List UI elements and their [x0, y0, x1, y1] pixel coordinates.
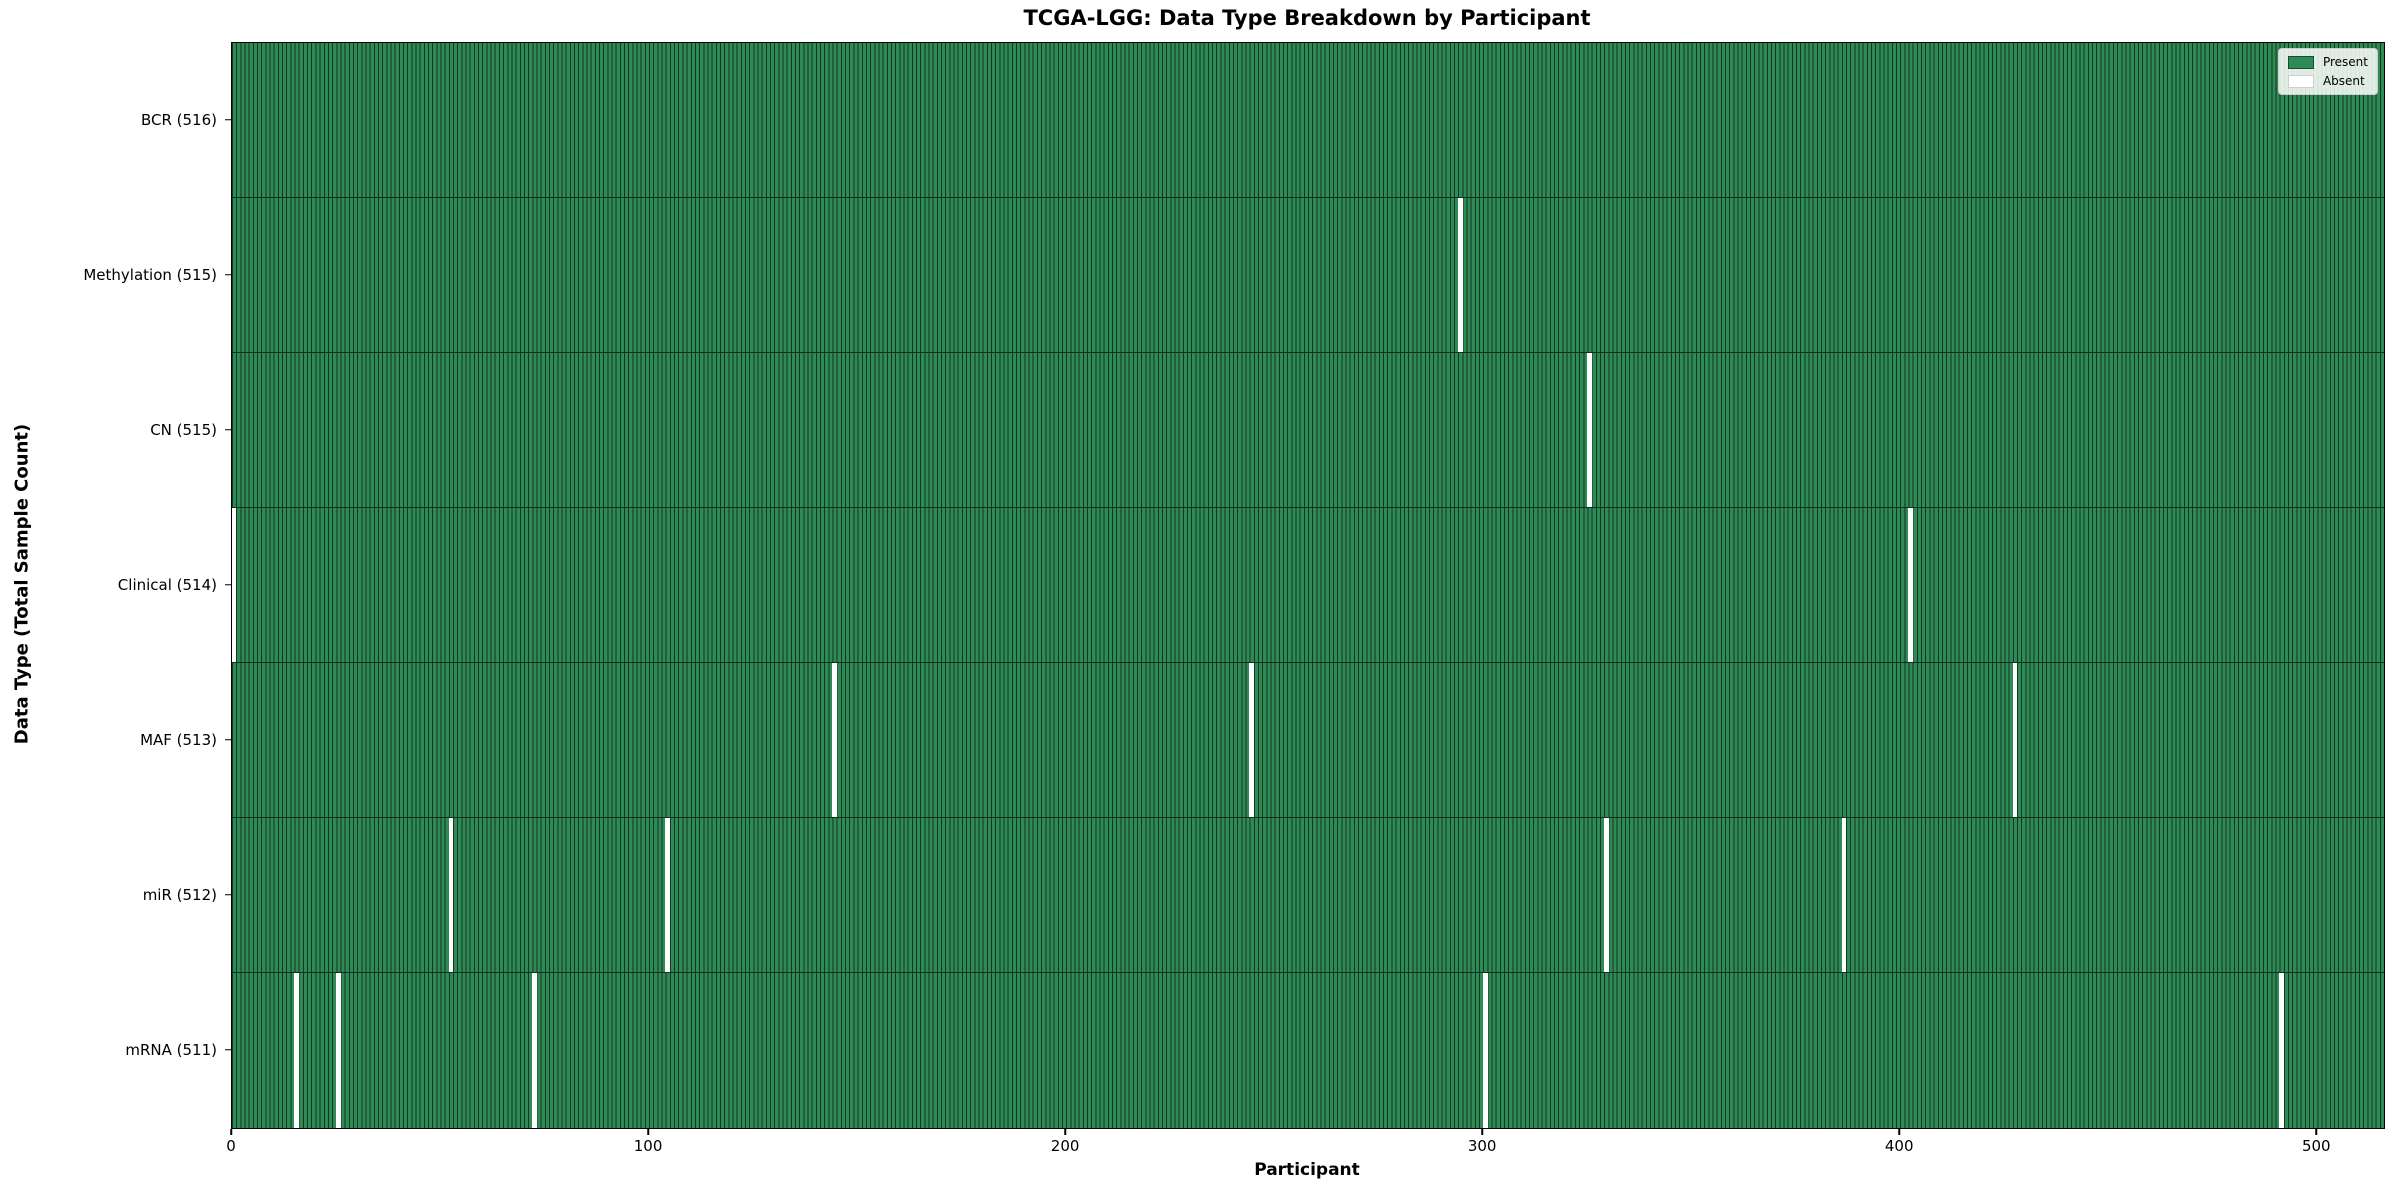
absent-marker [665, 818, 671, 972]
plot-area [231, 42, 2385, 1129]
absent-marker [1603, 818, 1609, 972]
heatmap-row-Methylation [232, 198, 2384, 353]
legend-entry-absent: Absent [2287, 74, 2368, 88]
absent-marker [1908, 508, 1914, 662]
x-tick-label: 200 [1050, 1137, 1080, 1155]
absent-marker [832, 663, 838, 817]
heatmap-row-mRNA [232, 973, 2384, 1128]
y-tick-mark [225, 738, 231, 741]
x-tick-mark [1898, 1129, 1900, 1135]
y-tick-label: Clinical (514) [117, 575, 217, 594]
absent-marker [2012, 663, 2018, 817]
absent-marker [335, 973, 341, 1128]
x-tick-labels: 0 100 200 300 400 500 [226, 1128, 2383, 1168]
x-tick-label: 500 [2301, 1137, 2331, 1155]
absent-marker [294, 973, 300, 1128]
heatmap-row-CN [232, 353, 2384, 508]
y-tick-label: BCR (516) [140, 110, 217, 129]
y-tick-label: mRNA (511) [125, 1040, 217, 1059]
legend-swatch-absent [2287, 74, 2314, 88]
legend-entry-present: Present [2287, 55, 2368, 69]
legend-label-present: Present [2322, 55, 2368, 69]
absent-marker [1457, 198, 1463, 352]
x-tick-mark [647, 1129, 649, 1135]
y-tick-mark [225, 428, 231, 431]
absent-marker [448, 818, 454, 972]
y-tick-labels: BCR (516) Methylation (515) CN (515) Clinic… [0, 42, 231, 1127]
x-axis-title: Participant [1254, 1160, 1360, 1180]
legend: Present Absent [2277, 48, 2378, 95]
y-tick-label: Methylation (515) [83, 265, 217, 284]
x-tick-label: 0 [226, 1137, 236, 1155]
absent-marker [1587, 353, 1592, 507]
x-tick-label: 300 [1467, 1137, 1497, 1155]
y-tick-mark [225, 583, 231, 586]
y-tick-label: miR (512) [142, 885, 217, 904]
absent-marker [1249, 663, 1255, 817]
legend-swatch-present [2287, 55, 2314, 69]
y-tick-label: MAF (513) [140, 730, 217, 749]
y-tick-label: CN (515) [150, 420, 217, 439]
y-tick-mark [225, 118, 231, 121]
absent-marker [231, 508, 237, 662]
heatmap-row-MAF [232, 663, 2384, 818]
y-tick-mark [225, 273, 231, 276]
chart-title: TCGA-LGG: Data Type Breakdown by Partici… [1023, 6, 1591, 30]
absent-marker [531, 973, 537, 1128]
heatmap-row-miR [232, 818, 2384, 973]
y-tick-mark [225, 1048, 231, 1051]
x-tick-label: 100 [633, 1137, 663, 1155]
y-tick-mark [225, 893, 231, 896]
plot-rows [231, 43, 2384, 1128]
absent-marker [1841, 818, 1847, 972]
absent-marker [1482, 973, 1488, 1128]
heatmap-row-Clinical [231, 508, 2384, 663]
x-tick-label: 400 [1884, 1137, 1914, 1155]
x-tick-mark [2315, 1129, 2318, 1135]
x-tick-mark [230, 1129, 232, 1135]
x-tick-mark [1064, 1129, 1066, 1135]
absent-marker [2279, 973, 2285, 1128]
legend-label-absent: Absent [2322, 74, 2365, 88]
heatmap-row-BCR [232, 43, 2384, 198]
x-tick-mark [1481, 1129, 1483, 1135]
